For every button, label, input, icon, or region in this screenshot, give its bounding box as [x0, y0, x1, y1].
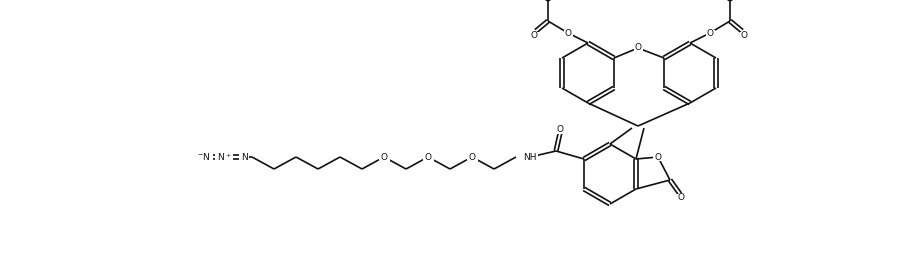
Text: O: O [425, 153, 432, 162]
Bar [677, 194, 686, 200]
Text: O: O [530, 30, 538, 39]
Bar [563, 29, 572, 37]
Text: N: N [241, 153, 247, 162]
Text: NH: NH [523, 153, 537, 162]
Bar [740, 31, 749, 38]
Bar [467, 153, 477, 161]
Text: O: O [707, 28, 713, 37]
Text: $^{-}$N: $^{-}$N [197, 152, 211, 163]
Text: N$^+$: N$^+$ [216, 151, 231, 163]
Bar [423, 153, 434, 161]
Bar [379, 153, 390, 161]
Bar [522, 153, 538, 161]
Bar [555, 126, 564, 133]
Bar [530, 31, 539, 38]
Text: O: O [564, 28, 572, 37]
Text: O: O [381, 153, 387, 162]
Text: O: O [655, 153, 662, 162]
Bar [654, 154, 663, 161]
Bar [706, 29, 715, 37]
Bar [239, 153, 249, 161]
Bar [195, 153, 213, 161]
Text: O: O [557, 125, 563, 134]
Text: O: O [740, 30, 748, 39]
Text: O: O [635, 44, 642, 52]
Bar [215, 153, 233, 161]
Bar [634, 45, 643, 51]
Text: O: O [468, 153, 476, 162]
Text: O: O [677, 193, 685, 201]
